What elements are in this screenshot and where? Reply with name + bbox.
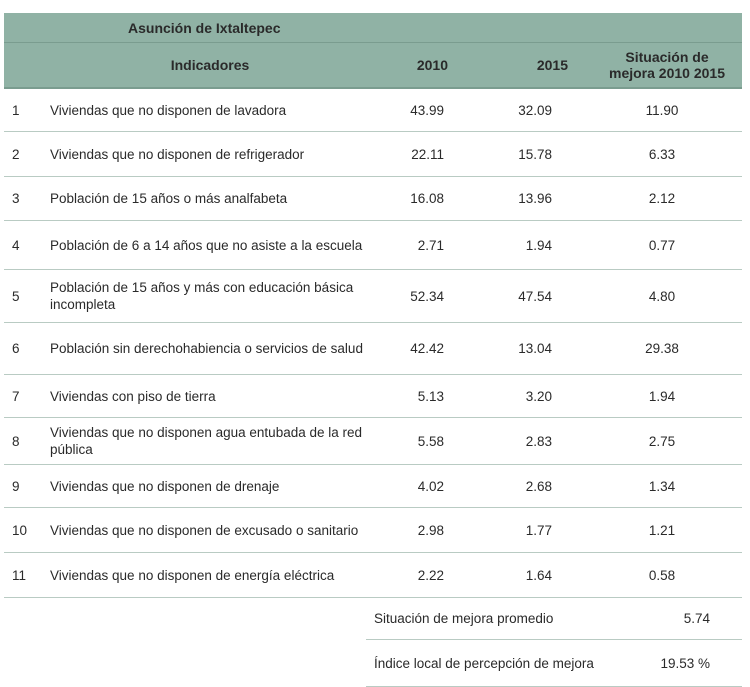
municipality-title: Asunción de Ixtaltepec: [4, 13, 742, 43]
value-2015: 13.04: [518, 341, 552, 356]
table-row: 1 Viviendas que no disponen de lavadora 43…: [4, 89, 742, 132]
row-number: 1: [12, 102, 20, 118]
table-row: 11 Viviendas que no disponen de energía e…: [4, 553, 742, 598]
indicators-table: Asunción de Ixtaltepec Indicadores 2010 …: [4, 13, 742, 687]
value-2015: 47.54: [518, 288, 552, 304]
value-mejora: 4.80: [648, 288, 676, 304]
summary-row: Índice local de percepción de mejora 19.…: [366, 640, 742, 687]
table-row: 10 Viviendas que no disponen de excusado …: [4, 508, 742, 553]
value-2015: 1.77: [525, 522, 552, 538]
value-2010: 42.42: [410, 341, 444, 356]
indicator-label: Viviendas que no disponen de energía elé…: [50, 567, 335, 583]
row-number: 6: [12, 341, 20, 356]
value-2010: 52.34: [410, 288, 444, 304]
table-row: 7 Viviendas con piso de tierra 5.13 3.20 1.9…: [4, 375, 742, 418]
value-2010: 16.08: [410, 191, 444, 206]
indicator-label: Viviendas que no disponen de refrigerado…: [50, 146, 305, 162]
row-number: 11: [12, 567, 27, 583]
row-number: 10: [12, 522, 28, 538]
row-number: 9: [12, 478, 20, 494]
value-mejora: 2.75: [648, 433, 676, 449]
indicator-label: Población de 6 a 14 años que no asiste a…: [50, 237, 363, 253]
value-2010: 4.02: [417, 478, 444, 494]
value-mejora: 1.34: [648, 478, 676, 494]
value-mejora: 11.90: [645, 102, 679, 118]
value-2010: 43.99: [410, 102, 444, 118]
value-2015: 15.78: [518, 146, 552, 162]
row-number: 3: [12, 191, 20, 206]
value-2015: 2.83: [525, 433, 552, 449]
value-2010: 22.11: [411, 146, 444, 162]
indicator-label: Población de 15 años y más con educación…: [50, 280, 354, 312]
table-row: 2 Viviendas que no disponen de refrigerad…: [4, 132, 742, 177]
col-indicadores: Indicadores: [170, 57, 250, 73]
indicator-label: Población sin derechohabiencia o servici…: [50, 341, 363, 356]
indicator-label: Viviendas con piso de tierra: [50, 388, 216, 404]
value-mejora: 0.58: [648, 567, 676, 583]
indicator-label: Población de 15 años o más analfabeta: [50, 191, 288, 206]
table-row: 5 Población de 15 años y más con educació…: [4, 270, 742, 323]
value-mejora: 1.21: [648, 522, 676, 538]
value-2015: 13.96: [518, 191, 552, 206]
table-row: 6 Población sin derechohabiencia o servic…: [4, 323, 742, 375]
value-mejora: 0.77: [648, 237, 676, 253]
summary-row: Situación de mejora promedio 5.74: [366, 598, 742, 640]
row-number: 7: [12, 388, 20, 404]
value-2015: 2.68: [525, 478, 552, 494]
value-2010: 2.71: [417, 237, 444, 253]
value-mejora: 6.33: [648, 146, 676, 162]
col-2010: 2010: [416, 57, 448, 73]
table-row: 8 Viviendas que no disponen agua entubada…: [4, 418, 742, 465]
table-row: 9 Viviendas que no disponen de drenaje 4.0…: [4, 465, 742, 508]
summary-label: Situación de mejora promedio: [374, 611, 554, 626]
value-2015: 32.09: [518, 102, 552, 118]
col-2015: 2015: [536, 57, 568, 73]
table-header: Asunción de Ixtaltepec Indicadores 2010 …: [4, 13, 742, 89]
indicator-label: Viviendas que no disponen de drenaje: [50, 478, 280, 494]
summary-value: 5.74: [683, 611, 710, 626]
value-mejora: 1.94: [648, 388, 676, 404]
value-2015: 1.64: [525, 567, 552, 583]
row-number: 8: [12, 433, 20, 449]
row-number: 5: [12, 288, 20, 304]
indicator-label: Viviendas que no disponen de lavadora: [50, 102, 287, 118]
value-2010: 5.13: [417, 388, 444, 404]
value-2015: 3.20: [525, 388, 552, 404]
summary: Situación de mejora promedio 5.74 Índice…: [366, 598, 742, 687]
table-row: 4 Población de 6 a 14 años que no asiste …: [4, 221, 742, 270]
row-number: 2: [12, 146, 20, 162]
value-2010: 5.58: [417, 433, 444, 449]
value-2010: 2.98: [417, 522, 444, 538]
indicator-label: Viviendas que no disponen agua entubada …: [50, 425, 363, 457]
indicator-label: Viviendas que no disponen de excusado o …: [50, 522, 359, 538]
value-2015: 1.94: [525, 237, 552, 253]
value-mejora: 29.38: [645, 341, 679, 356]
value-2010: 2.22: [417, 567, 444, 583]
row-number: 4: [12, 237, 20, 253]
summary-label: Índice local de percepción de mejora: [374, 655, 594, 671]
summary-value: 19.53 %: [660, 655, 710, 671]
table-row: 3 Población de 15 años o más analfabeta 16…: [4, 177, 742, 221]
value-mejora: 2.12: [648, 191, 676, 206]
col-mejora: Situación de mejora 2010 2015: [609, 49, 725, 81]
